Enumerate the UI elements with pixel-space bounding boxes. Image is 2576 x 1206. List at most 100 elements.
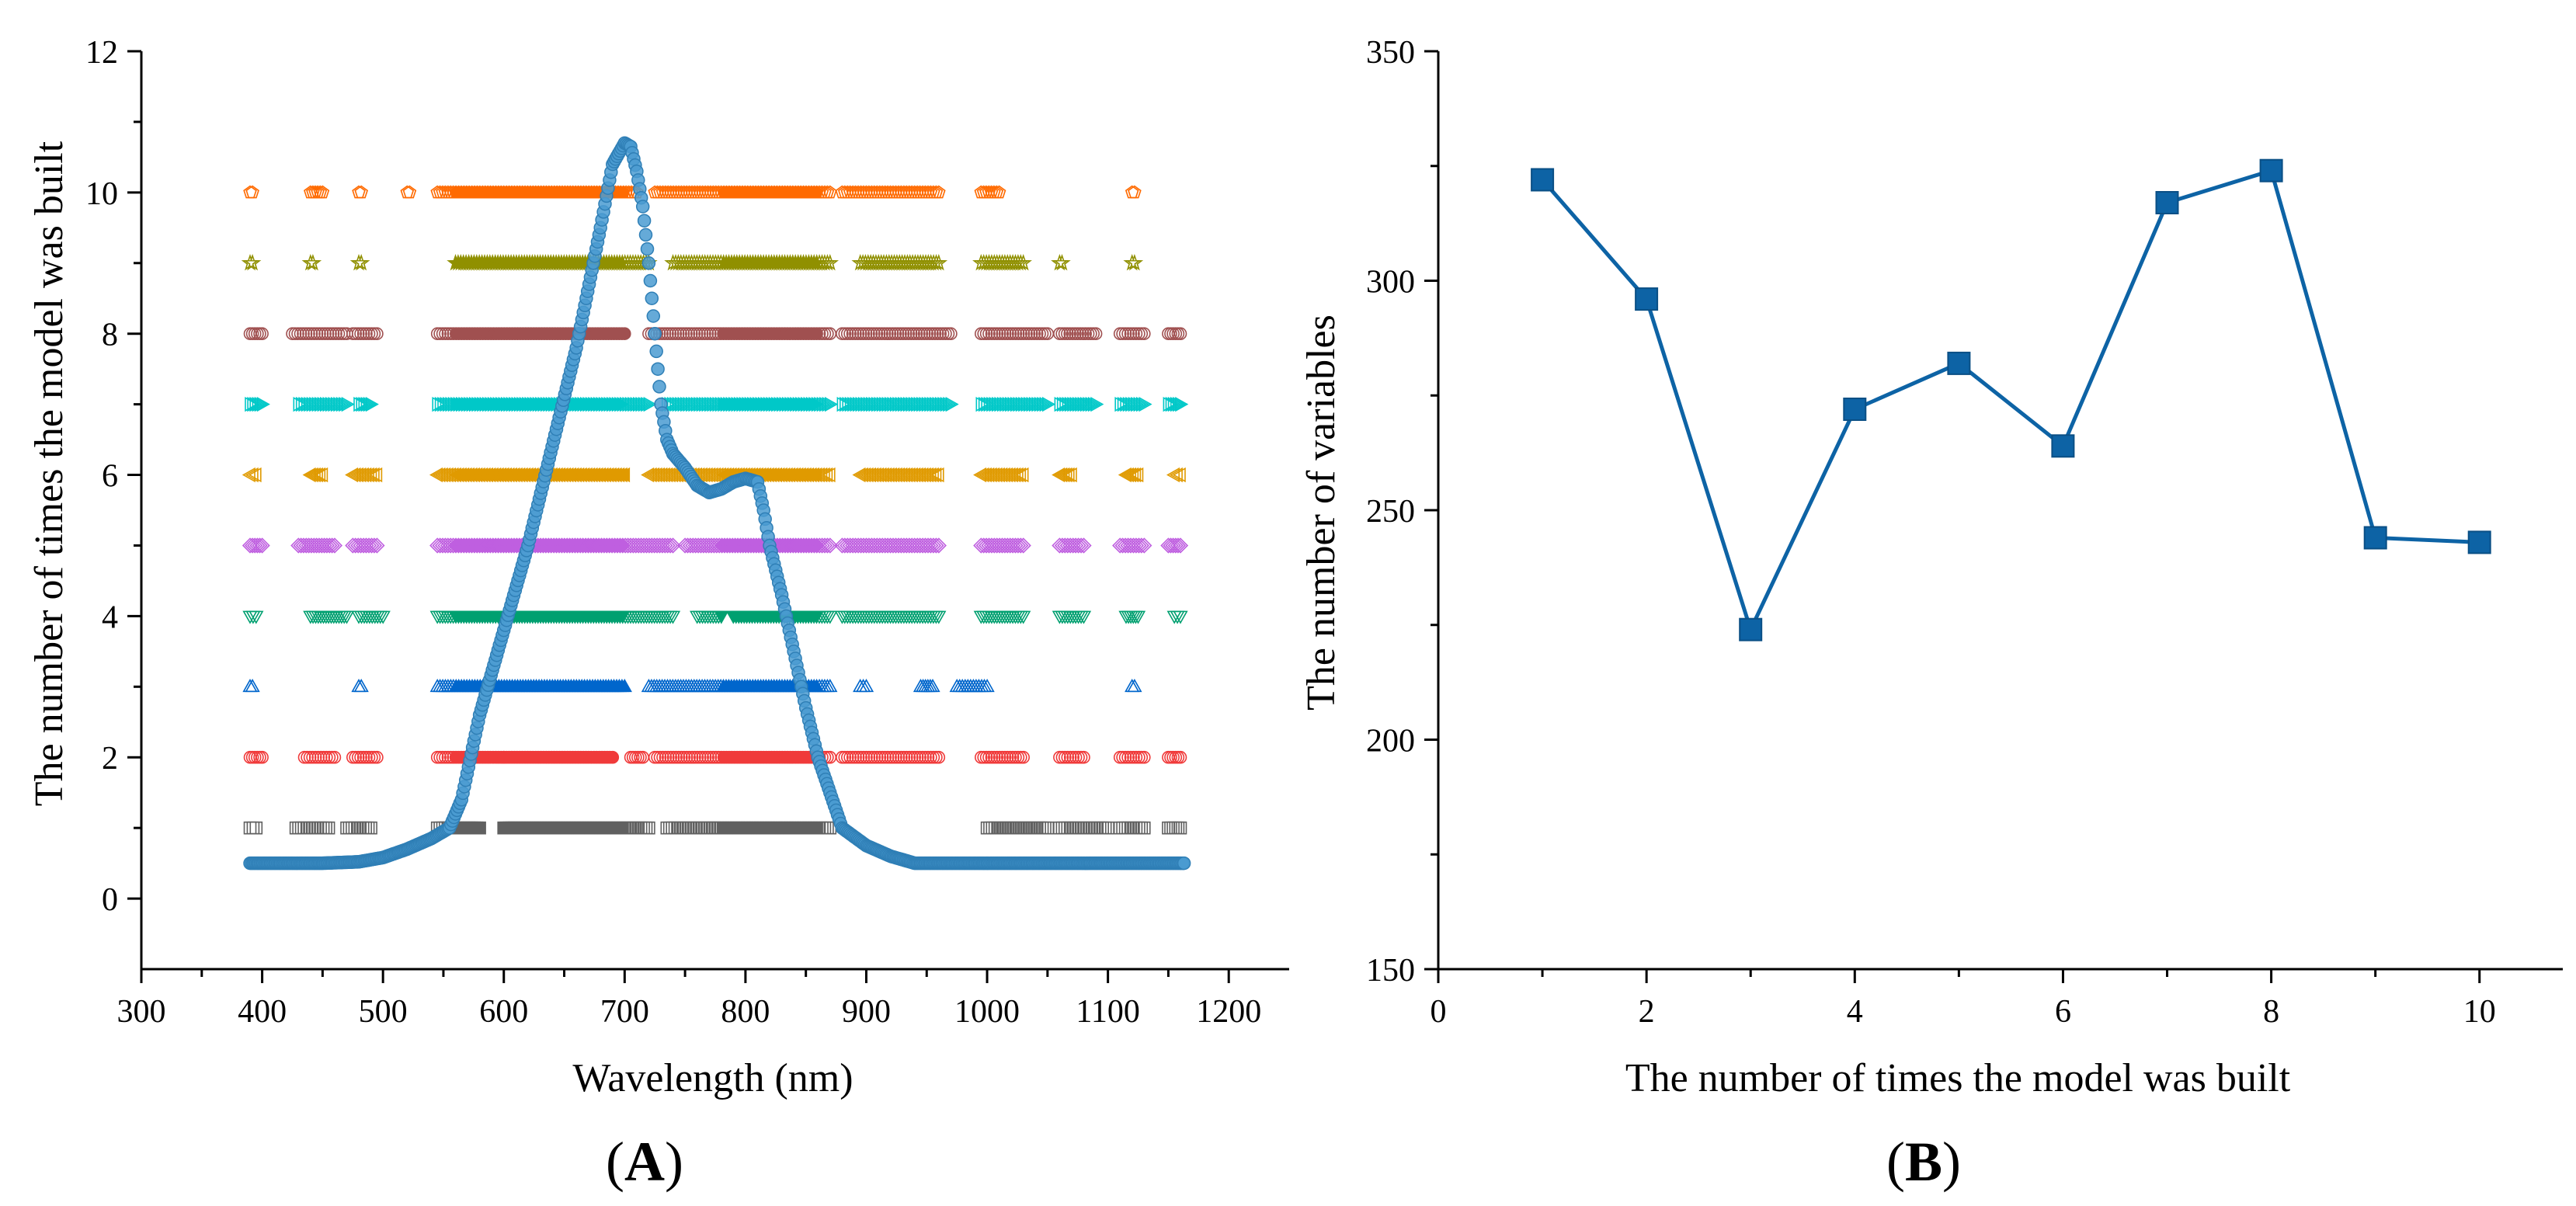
- run-6-marker: [819, 467, 833, 483]
- run-3-marker: [979, 679, 995, 693]
- run-2-markers: [243, 750, 1187, 764]
- panel-b-x-tick-label: 4: [1847, 994, 1863, 1030]
- run-7-marker: [1163, 396, 1177, 412]
- spectrum-point: [643, 273, 658, 288]
- run-7-marker: [353, 396, 367, 412]
- run-5-marker: [812, 537, 828, 554]
- run-6-marker: [1059, 467, 1072, 483]
- run-7-marker: [363, 396, 377, 412]
- panel-a-chart: 300 400 500 600 700 800 900 1000 1100 1200 0 2 4 6 8 10…: [27, 35, 1289, 1193]
- run-5-marker: [703, 537, 720, 554]
- panel-b-y-tick-label: 250: [1366, 494, 1415, 530]
- run-5-marker: [1052, 537, 1068, 554]
- run-5-marker: [822, 537, 838, 554]
- panel-b-y-tick-label: 300: [1366, 265, 1415, 301]
- run-5-marker: [434, 537, 451, 554]
- run-4-marker: [714, 610, 729, 624]
- run-3-marker: [858, 679, 874, 693]
- run-7-marker: [341, 396, 355, 412]
- run-5-marker: [909, 537, 926, 554]
- run-5-marker: [295, 537, 312, 554]
- panel-a-x-tick-label: 600: [479, 994, 528, 1030]
- run-6-marker: [923, 467, 937, 483]
- spectrum-point: [640, 242, 655, 256]
- panel-a-y-tick-label: 12: [85, 35, 118, 71]
- run-6-marker: [822, 467, 836, 483]
- variables-line: [1541, 168, 2480, 635]
- run-2-marker: [256, 750, 269, 764]
- run-5-marker: [360, 537, 377, 554]
- run-2-marker: [370, 750, 384, 764]
- run-5-marker: [680, 537, 696, 554]
- run-10-marker: [992, 185, 1006, 199]
- run-10-marker: [1128, 185, 1142, 199]
- run-7-marker: [643, 396, 657, 412]
- run-6-marker: [1128, 467, 1142, 483]
- run-2-marker: [1017, 750, 1030, 764]
- panel-b-y-tick-label: 350: [1366, 35, 1415, 71]
- run-6-marker: [1013, 467, 1027, 483]
- run-6-marker: [1166, 467, 1180, 483]
- run-6-marker: [1054, 467, 1068, 483]
- run-5-marker: [1002, 537, 1018, 554]
- panel-b-x-tick-label: 6: [2055, 994, 2071, 1030]
- spectrum-point: [649, 344, 663, 359]
- run-5-marker: [855, 537, 872, 554]
- run-6-marker: [1056, 467, 1070, 483]
- run-7-marker: [358, 396, 372, 412]
- run-5-marker: [906, 537, 923, 554]
- run-7-marker: [1173, 396, 1187, 412]
- run-5-marker: [895, 537, 913, 554]
- run-5-marker: [999, 537, 1016, 554]
- run-5-marker: [1114, 537, 1131, 554]
- run-5-marker: [871, 537, 888, 554]
- run-7-marker: [247, 396, 261, 412]
- run-7-marker: [1165, 396, 1179, 412]
- run-5-marker: [882, 537, 899, 554]
- run-7-marker: [360, 396, 374, 412]
- panel-a-y-tick-label: 10: [85, 176, 118, 212]
- run-2-marker: [932, 750, 946, 764]
- run-5-marker: [322, 537, 338, 554]
- spectrum-point: [652, 380, 666, 394]
- run-3-marker: [822, 679, 838, 693]
- run-10-marker: [823, 185, 837, 199]
- run-5-marker: [840, 537, 856, 554]
- run-6-markers: [242, 467, 1186, 483]
- run-5-marker: [620, 537, 636, 554]
- panel-b-series-variables: [1531, 158, 2491, 641]
- run-5-marker: [1125, 537, 1142, 554]
- panel-b-x-tick-label: 2: [1639, 994, 1655, 1030]
- run-9-marker: [243, 253, 262, 271]
- run-7-marker: [252, 396, 266, 412]
- run-8-marker: [617, 327, 631, 340]
- run-5-marker: [991, 537, 1008, 554]
- run-7-marker: [1039, 396, 1053, 412]
- run-4-marker: [1130, 610, 1146, 624]
- run-5-marker: [808, 537, 825, 554]
- run-5-marker: [1015, 537, 1031, 554]
- run-5-marker: [358, 537, 374, 554]
- run-5-marker: [306, 537, 322, 554]
- run-10-marker: [245, 185, 259, 199]
- run-5-marker: [869, 537, 885, 554]
- run-5-marker: [1067, 537, 1084, 554]
- spectrum-point: [638, 228, 653, 242]
- run-6-marker: [248, 467, 262, 483]
- run-1-markers: [243, 821, 1187, 835]
- run-5-marker: [914, 537, 931, 554]
- run-6-marker: [1007, 467, 1021, 483]
- run-5-marker: [925, 537, 942, 554]
- run-5-marker: [996, 537, 1013, 554]
- run-5-marker: [682, 537, 699, 554]
- variables-point-4: [1843, 398, 1867, 421]
- run-5-marker: [633, 537, 649, 554]
- run-5-marker: [617, 537, 634, 554]
- run-7-marker: [1136, 396, 1150, 412]
- run-5-marker: [1059, 537, 1076, 554]
- run-5-marker: [290, 537, 307, 554]
- run-5-marker: [1065, 537, 1081, 554]
- run-2-marker: [314, 750, 328, 764]
- run-5-marker: [1076, 537, 1092, 554]
- run-1-marker: [1173, 821, 1187, 835]
